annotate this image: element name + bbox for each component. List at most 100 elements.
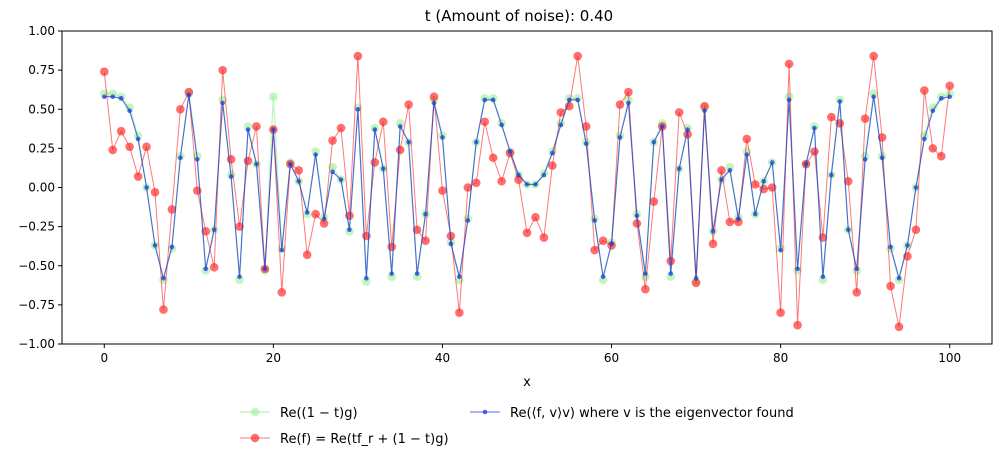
series-3-point: [896, 275, 902, 281]
series-3-point: [490, 97, 496, 103]
series-3-point: [905, 243, 910, 248]
series-3-point: [736, 216, 741, 222]
series-3-point: [659, 124, 665, 129]
series-1-point: [243, 122, 253, 131]
y-tick-label: 1.00: [28, 24, 55, 38]
series-1-point: [362, 277, 371, 286]
series-2-point: [708, 239, 718, 249]
series-2-point: [438, 186, 447, 195]
series-3-point: [482, 97, 488, 103]
series-2-point: [649, 197, 659, 206]
series-2-point: [945, 81, 955, 91]
series-3-point: [829, 172, 834, 178]
series-2-point: [598, 236, 608, 246]
series-2-point: [920, 86, 929, 95]
series-3-point: [533, 182, 538, 187]
x-axis-label: x: [523, 375, 531, 390]
series-2-point: [784, 59, 794, 69]
series-3-point: [938, 96, 944, 101]
series-2-point: [860, 114, 870, 123]
series-2-point: [209, 263, 219, 272]
series-3-point: [752, 211, 758, 217]
series-3-point: [922, 136, 927, 142]
y-tick-label: 0.25: [28, 141, 55, 155]
series-3-point: [321, 216, 327, 222]
series-3-point: [710, 229, 716, 234]
y-tick-label: 0.75: [28, 63, 55, 77]
series-2-point: [336, 123, 346, 133]
series-3-point: [262, 266, 268, 272]
series-3-point: [871, 94, 876, 100]
series-2-point: [742, 134, 752, 144]
series-3-point: [347, 227, 352, 233]
series-2-point: [615, 100, 625, 109]
series-2-point: [810, 147, 819, 156]
series-3-point: [169, 244, 175, 250]
series-1-point: [269, 92, 278, 102]
series-2-point: [99, 67, 109, 76]
series-1-point: [725, 162, 735, 172]
series-1-point: [666, 272, 676, 282]
series-2-point: [843, 176, 853, 186]
y-tick-label: −0.50: [18, 259, 55, 273]
series-3-point: [127, 108, 132, 114]
series-2-point: [446, 231, 456, 241]
series-1-point: [412, 272, 422, 282]
series-2-point: [911, 225, 921, 235]
series-1-point: [108, 89, 118, 98]
series-3-point: [178, 155, 183, 161]
y-tick-label: −0.25: [18, 220, 55, 234]
series-2-point: [404, 100, 413, 109]
series-2-point: [666, 256, 676, 266]
series-2-point: [252, 122, 261, 131]
series-2-group: [99, 51, 955, 332]
series-3-point: [845, 227, 851, 233]
series-2-point: [395, 145, 405, 155]
series-1-point: [387, 272, 397, 282]
series-3-point: [812, 125, 817, 131]
series-1-point: [125, 103, 134, 112]
series-3-point: [862, 157, 868, 162]
series-2-point: [488, 153, 498, 163]
series-2-point: [142, 142, 151, 152]
series-1-point: [235, 275, 244, 285]
axes: 0 20 40 60 80 100 −1.00 −0.75 −0.50 −0.25 0.00 0.25…: [18, 24, 993, 365]
series-2-point: [632, 219, 642, 228]
series-3-point: [668, 271, 674, 276]
plot-area: [99, 51, 955, 332]
x-tick-label: 0: [100, 351, 108, 365]
series-2-point: [480, 117, 490, 127]
series-2-point: [116, 126, 126, 136]
series-2-point: [793, 320, 802, 330]
series-2-point: [827, 112, 836, 122]
series-3-point: [211, 227, 217, 233]
legend: Re((1 − t)g) Re(f) = Re(tf_r + (1 − t)g) R…: [240, 406, 794, 447]
series-2-point: [218, 65, 227, 75]
series-2-point: [531, 212, 540, 222]
series-3-point: [186, 92, 192, 98]
series-3-point: [228, 174, 234, 179]
legend-marker-1: [250, 407, 260, 417]
series-2-point: [184, 87, 194, 97]
series-3-point: [364, 275, 369, 281]
series-3-point: [110, 94, 116, 100]
series-3-point: [152, 243, 158, 248]
series-3-point: [626, 100, 631, 106]
series-3-point: [888, 244, 893, 250]
series-3-point: [795, 266, 800, 272]
series-2-point: [590, 245, 599, 255]
x-tick-label: 100: [938, 351, 961, 365]
series-2-point: [387, 242, 397, 252]
series-2-point: [378, 117, 388, 127]
series-3-point: [719, 177, 724, 182]
x-tick-label: 20: [266, 351, 281, 365]
series-3-point: [203, 266, 209, 272]
series-1-point: [395, 119, 405, 128]
series-3-point: [144, 185, 149, 190]
series-3-point: [465, 218, 471, 223]
series-2-point: [463, 183, 473, 192]
series-3-point: [279, 247, 285, 253]
series-2-point: [328, 136, 337, 145]
series-3-point: [575, 97, 581, 103]
